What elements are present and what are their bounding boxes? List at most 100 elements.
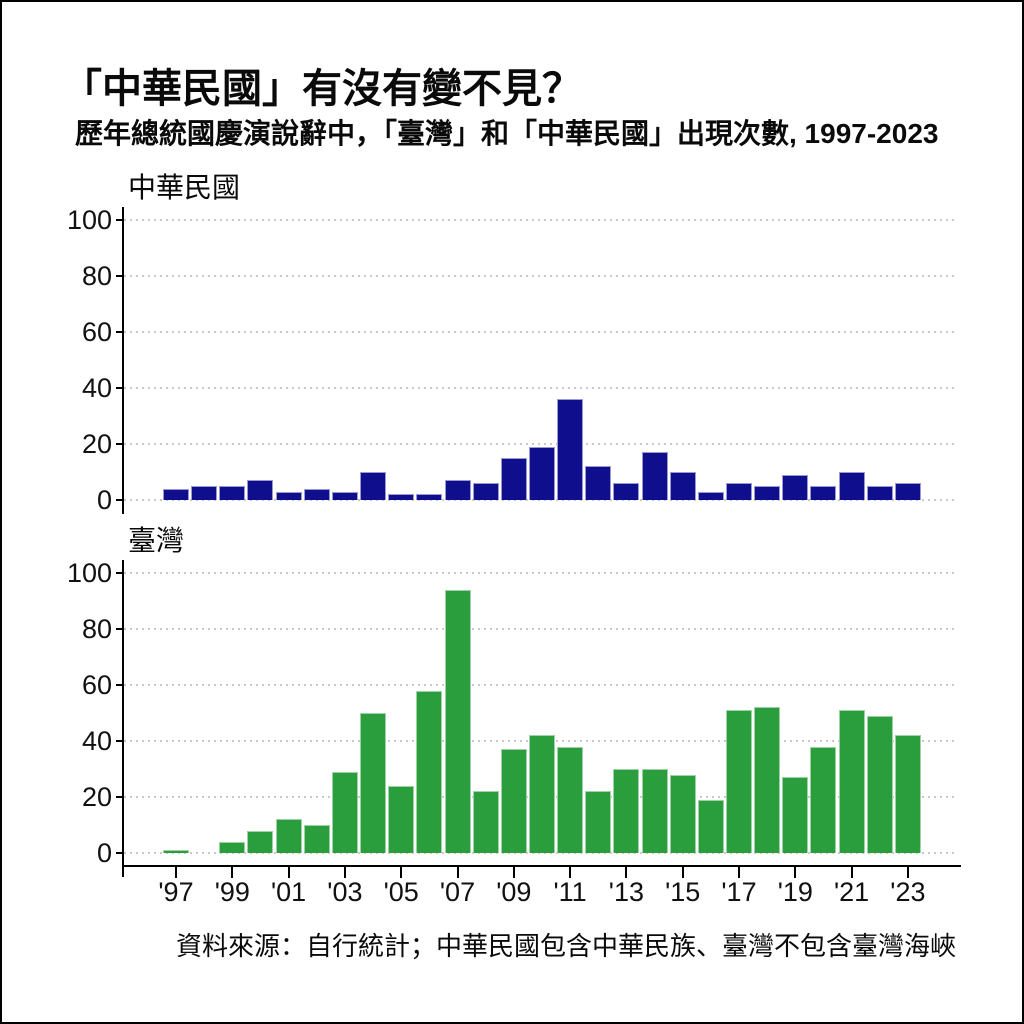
bar-roc-2018 bbox=[754, 486, 781, 500]
bar-taiwan-2007 bbox=[444, 589, 471, 853]
bar-roc-2000 bbox=[247, 480, 274, 500]
x-tick-2021 bbox=[850, 867, 853, 878]
gridline-80 bbox=[124, 275, 957, 277]
bar-roc-2019 bbox=[782, 474, 809, 500]
y-tick-40 bbox=[116, 387, 124, 389]
bar-taiwan-2023 bbox=[894, 735, 921, 853]
x-tick-2011 bbox=[569, 867, 572, 878]
bar-taiwan-2003 bbox=[331, 771, 358, 853]
plot-taiwan: 0 20 40 60 80 100 '97 '99 '01 '03 '05 '07 '09 '11 '13 '… bbox=[67, 559, 961, 907]
y-axis-label-60: 60 bbox=[81, 317, 112, 347]
y-axis-label-80: 80 bbox=[81, 614, 112, 644]
bar-taiwan-2009 bbox=[500, 749, 527, 853]
plot-roc: 0 20 40 60 80 100 bbox=[67, 206, 957, 514]
gridline-20 bbox=[124, 443, 957, 445]
bar-roc-2004 bbox=[360, 472, 387, 500]
bar-roc-2022 bbox=[866, 486, 893, 500]
bar-roc-2015 bbox=[669, 472, 696, 500]
y-tick-20 bbox=[116, 796, 124, 798]
bar-taiwan-1999 bbox=[219, 841, 246, 853]
y-tick-100 bbox=[116, 572, 124, 574]
bar-taiwan-2017 bbox=[726, 710, 752, 853]
y-tick-60 bbox=[116, 331, 124, 333]
chart-title: 「中華民國」有沒有變不見？ bbox=[62, 67, 582, 111]
x-axis-label-2017: '17 bbox=[721, 877, 757, 907]
y-tick-0 bbox=[116, 499, 124, 501]
x-tick-2013 bbox=[625, 867, 628, 878]
bar-roc-2009 bbox=[500, 458, 527, 500]
x-tick-1997 bbox=[175, 867, 177, 878]
x-tick-1999 bbox=[231, 867, 234, 878]
bar-roc-2013 bbox=[613, 483, 640, 500]
gridline-100 bbox=[124, 219, 957, 221]
bar-roc-2005 bbox=[388, 494, 415, 500]
x-tick-2005 bbox=[400, 867, 403, 878]
panel-label-taiwan: 臺灣 bbox=[128, 525, 185, 556]
x-axis-label-2007: '07 bbox=[439, 877, 476, 907]
bar-taiwan-1997 bbox=[163, 850, 189, 853]
y-axis-label-20: 20 bbox=[81, 782, 112, 812]
bar-taiwan-2008 bbox=[472, 791, 499, 853]
bar-taiwan-2001 bbox=[275, 819, 302, 853]
bar-roc-2020 bbox=[810, 486, 837, 500]
x-tick-2007 bbox=[456, 867, 459, 878]
x-axis-label-1999: '99 bbox=[214, 877, 250, 907]
x-axis-label-1997: '97 bbox=[158, 877, 194, 907]
bar-taiwan-2015 bbox=[669, 774, 696, 853]
bar-taiwan-2004 bbox=[360, 713, 387, 853]
x-axis-label-2021: '21 bbox=[834, 877, 870, 907]
bar-taiwan-2020 bbox=[810, 746, 837, 853]
bar-roc-2021 bbox=[838, 472, 865, 500]
x-axis-label-2013: '13 bbox=[608, 877, 644, 907]
x-axis-label-2003: '03 bbox=[327, 877, 363, 907]
bar-roc-2017 bbox=[726, 483, 752, 500]
bar-roc-2008 bbox=[472, 483, 499, 500]
x-axis-line bbox=[122, 865, 961, 867]
x-axis-label-2015: '15 bbox=[665, 877, 701, 907]
gridline-0 bbox=[124, 852, 957, 854]
y-tick-20 bbox=[116, 443, 124, 445]
bar-roc-2003 bbox=[331, 491, 358, 500]
y-axis-label-20: 20 bbox=[81, 429, 112, 459]
x-tick-2023 bbox=[906, 867, 909, 878]
bar-taiwan-2021 bbox=[838, 710, 865, 853]
bar-roc-2014 bbox=[641, 452, 668, 500]
bar-taiwan-2011 bbox=[557, 746, 584, 853]
x-axis-label-2023: '23 bbox=[890, 877, 926, 907]
y-axis-label-40: 40 bbox=[81, 373, 112, 403]
gridline-0 bbox=[124, 499, 957, 501]
gridline-60 bbox=[124, 331, 957, 333]
bar-taiwan-2005 bbox=[388, 785, 415, 853]
x-tick-2009 bbox=[512, 867, 515, 878]
chart-subtitle: 歷年總統國慶演說辭中，「臺灣」和「中華民國」出現次數, 1997-2023 bbox=[75, 118, 939, 149]
x-tick-2017 bbox=[738, 867, 740, 878]
x-axis-label-2019: '19 bbox=[777, 877, 813, 907]
gridline-60 bbox=[124, 684, 957, 686]
y-axis-label-60: 60 bbox=[81, 670, 112, 700]
y-axis-label-100: 100 bbox=[66, 558, 112, 588]
x-tick-2015 bbox=[681, 867, 684, 878]
bar-roc-1999 bbox=[219, 486, 246, 500]
bar-taiwan-2002 bbox=[303, 825, 330, 853]
y-axis-spine bbox=[122, 560, 124, 877]
bar-roc-2011 bbox=[557, 399, 584, 500]
x-axis-label-2001: '01 bbox=[271, 877, 307, 907]
bar-taiwan-2022 bbox=[866, 715, 893, 853]
bar-taiwan-2019 bbox=[782, 777, 809, 853]
bar-roc-2010 bbox=[528, 446, 555, 500]
bar-roc-2016 bbox=[697, 491, 724, 500]
bar-taiwan-2010 bbox=[528, 735, 555, 853]
x-axis-label-2005: '05 bbox=[383, 877, 419, 907]
bar-roc-2002 bbox=[303, 488, 330, 500]
bar-roc-1998 bbox=[191, 486, 218, 500]
gridline-100 bbox=[124, 572, 957, 574]
gridline-80 bbox=[124, 628, 957, 630]
y-tick-0 bbox=[116, 852, 124, 854]
bar-roc-2001 bbox=[275, 491, 302, 500]
y-tick-40 bbox=[116, 740, 124, 742]
bar-roc-1997 bbox=[163, 488, 189, 500]
y-tick-100 bbox=[116, 219, 124, 221]
bar-roc-2023 bbox=[894, 483, 921, 500]
bar-roc-2007 bbox=[444, 480, 471, 500]
